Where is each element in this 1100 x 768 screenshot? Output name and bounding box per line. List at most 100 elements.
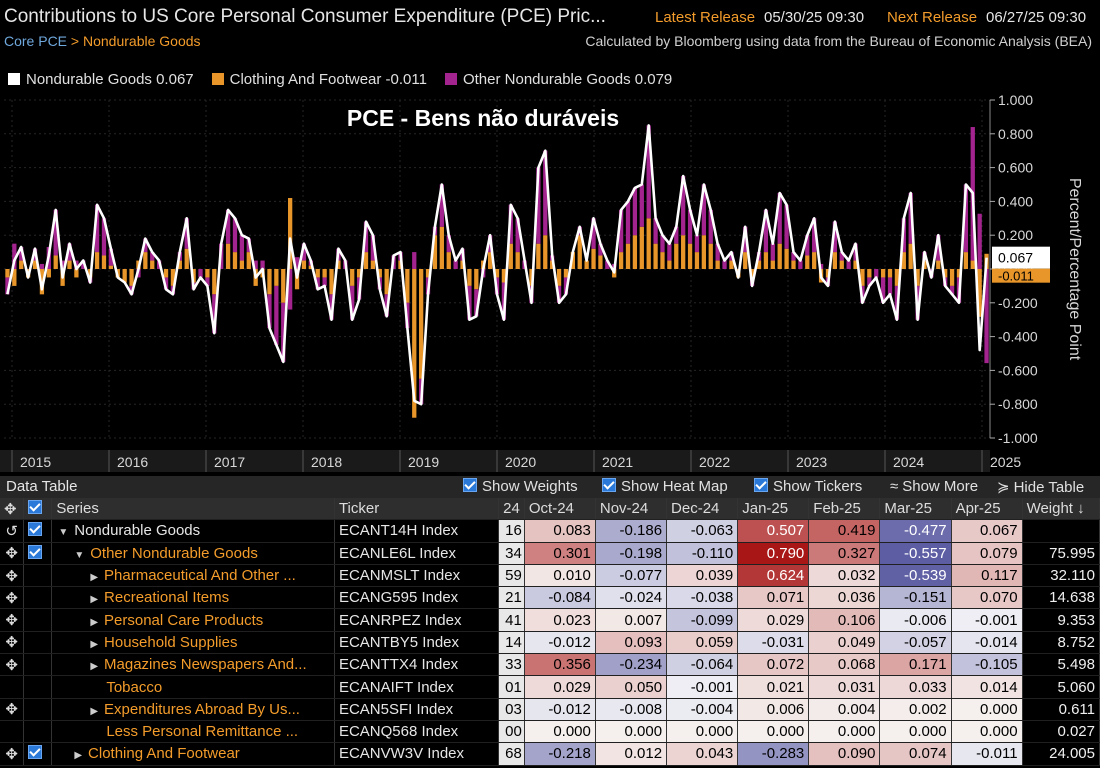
ticker-cell[interactable]: ECANLE6L Index xyxy=(334,542,500,565)
series-cell[interactable]: ▼ Nondurable Goods xyxy=(51,519,335,543)
table-row[interactable]: Tobacco ECANAIFT Index 01 0.029 0.050 -0.001 0… xyxy=(0,675,1100,699)
legend-item-other[interactable]: Other Nondurable Goods 0.079 xyxy=(444,71,672,88)
series-cell[interactable]: ▶ Expenditures Abroad By Us... xyxy=(51,698,335,721)
clothing-bar xyxy=(777,243,782,269)
move-icon[interactable]: ✥ xyxy=(0,653,25,677)
show-tickers-toggle[interactable]: Show Tickers xyxy=(754,478,862,495)
select-all-checkbox[interactable] xyxy=(28,500,43,515)
row-checkbox[interactable] xyxy=(28,544,43,559)
ticker-cell[interactable]: ECANG595 Index xyxy=(334,586,500,610)
move-icon[interactable]: ✥ xyxy=(0,564,25,588)
col-dec-24[interactable]: Dec-24 xyxy=(666,498,739,521)
col-nov-24[interactable]: Nov-24 xyxy=(595,498,668,521)
row-select-cell[interactable] xyxy=(23,742,53,766)
clothing-bar xyxy=(12,269,17,286)
show-heatmap-toggle[interactable]: Show Heat Map xyxy=(602,478,728,495)
expand-arrow-icon[interactable]: ▶ xyxy=(90,638,99,650)
series-label: Tobacco xyxy=(106,678,163,696)
table-row[interactable]: ✥ ▶ Expenditures Abroad By Us... ECAN5SFI I… xyxy=(0,698,1100,721)
col-jan-25[interactable]: Jan-25 xyxy=(737,498,810,521)
ticker-cell[interactable]: ECAN5SFI Index xyxy=(334,698,500,721)
table-row[interactable]: Less Personal Remittance ... ECANQ568 Ind… xyxy=(0,720,1100,744)
series-cell[interactable]: ▶ Household Supplies xyxy=(51,631,335,655)
series-cell[interactable]: ▶ Personal Care Products xyxy=(51,608,335,632)
series-cell[interactable]: Less Personal Remittance ... xyxy=(51,720,335,744)
x-axis-band xyxy=(0,450,990,472)
series-cell[interactable]: ▶ Pharmaceutical And Other ... xyxy=(51,564,335,588)
show-heatmap-checkbox[interactable] xyxy=(602,478,616,492)
series-cell[interactable]: Tobacco xyxy=(51,675,335,699)
ticker-cell[interactable]: ECANT14H Index xyxy=(334,519,500,543)
series-cell[interactable]: ▼ Other Nondurable Goods xyxy=(51,542,335,565)
clothing-bar xyxy=(356,269,362,278)
hide-table-button[interactable]: ≽ Hide Table xyxy=(997,478,1084,496)
row-select-cell[interactable] xyxy=(23,542,53,565)
clothing-bar xyxy=(419,269,424,379)
move-icon[interactable]: ✥ xyxy=(0,631,25,655)
ticker-cell[interactable]: ECANTBY5 Index xyxy=(334,631,500,655)
collapse-arrow-icon[interactable]: ▼ xyxy=(74,549,85,561)
table-row[interactable]: ✥ ▶ Magazines Newspapers And... ECANTTX4 In… xyxy=(0,653,1100,677)
col-mar-25[interactable]: Mar-25 xyxy=(879,498,952,521)
other-bar xyxy=(39,263,45,269)
ticker-cell[interactable]: ECANQ568 Index xyxy=(334,720,500,744)
ticker-cell[interactable]: ECANAIFT Index xyxy=(334,675,500,699)
breadcrumb-root[interactable]: Core PCE xyxy=(4,33,68,49)
series-label: Household Supplies xyxy=(104,633,238,651)
collapse-arrow-icon[interactable]: ▼ xyxy=(58,527,69,539)
table-row[interactable]: ✥ ▶ Pharmaceutical And Other ... ECANMSLT I… xyxy=(0,564,1100,588)
table-row[interactable]: ✥ ▼ Other Nondurable Goods ECANLE6L Index 34… xyxy=(0,542,1100,565)
legend-item-nondurable[interactable]: Nondurable Goods 0.067 xyxy=(8,71,194,88)
move-icon[interactable]: ✥ xyxy=(0,742,25,766)
series-cell[interactable]: ▶ Magazines Newspapers And... xyxy=(51,653,335,677)
show-weights-checkbox[interactable] xyxy=(463,478,477,492)
value-cell: 0.050 xyxy=(595,675,668,699)
clothing-bar xyxy=(749,269,755,278)
move-icon[interactable]: ✥ xyxy=(0,608,25,632)
reset-icon[interactable]: ↺ xyxy=(0,519,25,543)
ticker-cell[interactable]: ECANVW3V Index xyxy=(334,742,500,766)
show-more-button[interactable]: ≈ Show More xyxy=(890,478,978,495)
expand-arrow-icon[interactable]: ▶ xyxy=(90,661,99,673)
header-move-icon[interactable]: ✥ xyxy=(0,498,25,521)
ticker-cell[interactable]: ECANMSLT Index xyxy=(334,564,500,588)
other-bar xyxy=(143,238,148,253)
legend-item-clothing[interactable]: Clothing And Footwear -0.011 xyxy=(211,71,427,88)
col-oct-24[interactable]: Oct-24 xyxy=(524,498,596,521)
move-icon[interactable]: ✥ xyxy=(0,542,25,565)
breadcrumb: Core PCE > Nondurable Goods xyxy=(4,33,201,49)
expand-arrow-icon[interactable]: ▶ xyxy=(90,705,99,717)
ticker-cell[interactable]: ECANRPEZ Index xyxy=(334,608,500,632)
table-row[interactable]: ↺ ▼ Nondurable Goods ECANT14H Index 16 0.083-… xyxy=(0,519,1100,543)
other-bar xyxy=(184,218,189,249)
ticker-cell[interactable]: ECANTTX4 Index xyxy=(334,653,500,677)
series-cell[interactable]: ▶ Recreational Items xyxy=(51,586,335,610)
row-checkbox[interactable] xyxy=(28,745,43,760)
clothing-bar xyxy=(377,269,382,278)
show-tickers-checkbox[interactable] xyxy=(754,478,768,492)
clothing-bar xyxy=(915,269,920,286)
show-weights-toggle[interactable]: Show Weights xyxy=(463,478,578,495)
clothing-bar xyxy=(639,226,644,269)
row-checkbox[interactable] xyxy=(28,522,43,537)
header-select-all[interactable] xyxy=(23,498,53,521)
col-prev[interactable]: 24 xyxy=(498,498,525,521)
row-select-cell[interactable] xyxy=(23,519,53,543)
col-apr-25[interactable]: Apr-25 xyxy=(951,498,1023,521)
col-ticker[interactable]: Ticker xyxy=(334,498,500,521)
table-row[interactable]: ✥ ▶ Clothing And Footwear ECANVW3V Index 68-… xyxy=(0,742,1100,766)
table-row[interactable]: ✥ ▶ Household Supplies ECANTBY5 Index 14 -0.0… xyxy=(0,631,1100,655)
series-cell[interactable]: ▶ Clothing And Footwear xyxy=(51,742,335,766)
table-row[interactable]: ✥ ▶ Personal Care Products ECANRPEZ Index 41… xyxy=(0,608,1100,632)
col-series[interactable]: Series xyxy=(51,498,335,521)
expand-arrow-icon[interactable]: ▶ xyxy=(74,750,83,762)
expand-arrow-icon[interactable]: ▶ xyxy=(90,572,99,584)
expand-arrow-icon[interactable]: ▶ xyxy=(90,594,99,606)
col-weight[interactable]: Weight ↓ xyxy=(1022,498,1100,521)
expand-arrow-icon[interactable]: ▶ xyxy=(90,616,99,628)
move-icon[interactable]: ✥ xyxy=(0,586,25,610)
move-icon[interactable]: ✥ xyxy=(0,698,25,721)
table-row[interactable]: ✥ ▶ Recreational Items ECANG595 Index 21 -0.0… xyxy=(0,586,1100,610)
col-feb-25[interactable]: Feb-25 xyxy=(808,498,881,521)
breadcrumb-leaf[interactable]: Nondurable Goods xyxy=(83,33,201,49)
